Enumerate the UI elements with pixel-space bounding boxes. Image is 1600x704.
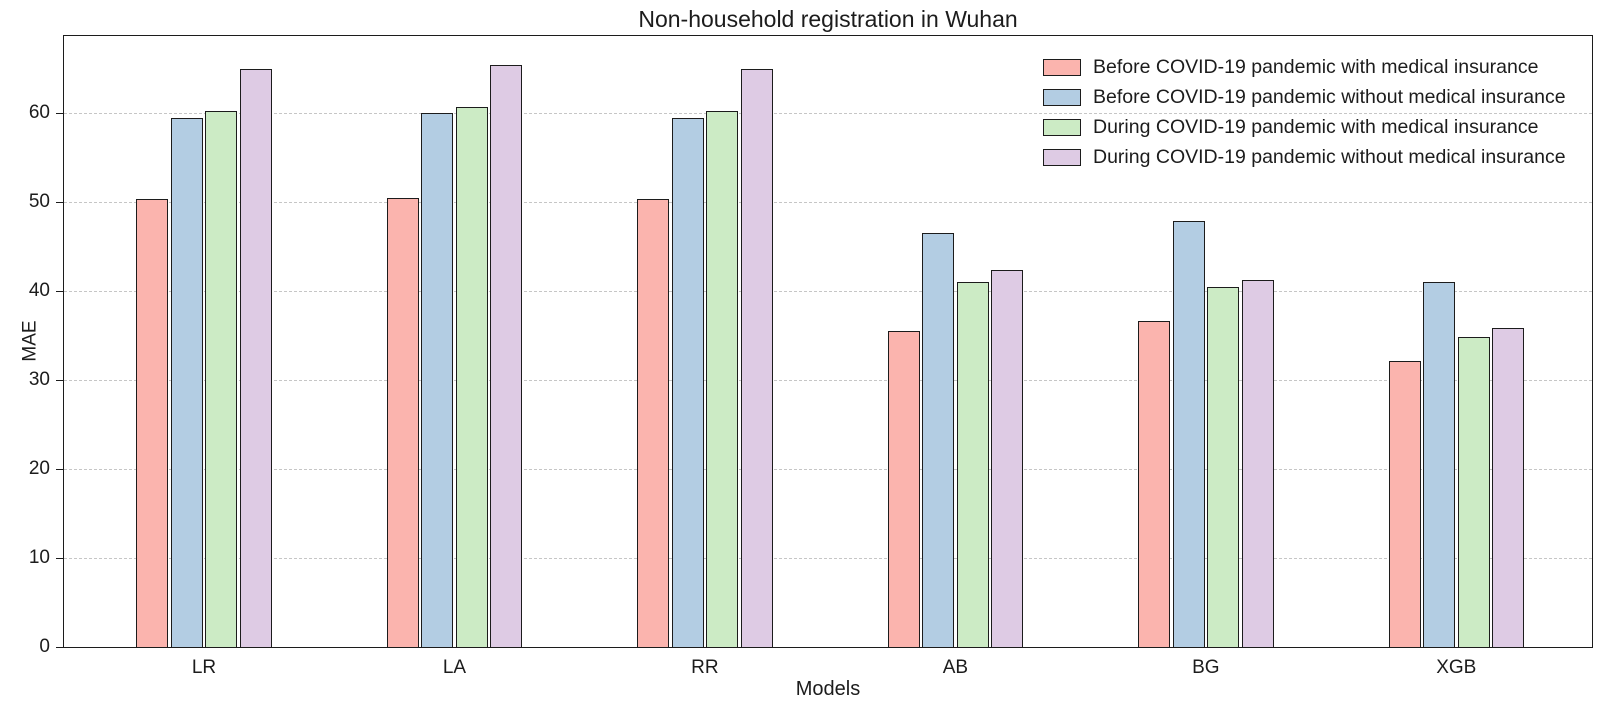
y-tick-mark-40 <box>56 290 64 292</box>
legend-item-2: Before COVID-19 pandemic without medical… <box>1043 82 1566 112</box>
legend: Before COVID-19 pandemic with medical in… <box>1043 52 1566 172</box>
legend-item-1: Before COVID-19 pandemic with medical in… <box>1043 52 1566 82</box>
y-tick-mark-60 <box>56 112 64 114</box>
bar-AB-series2 <box>922 233 955 647</box>
bar-RR-series3 <box>706 110 739 647</box>
y-tick-label-40: 40 <box>28 280 50 302</box>
legend-label-2: Before COVID-19 pandemic without medical… <box>1093 85 1566 108</box>
y-tick-mark-50 <box>56 201 64 203</box>
chart-title: Non-household registration in Wuhan <box>638 6 1018 32</box>
bar-XGB-series4 <box>1492 327 1525 647</box>
bar-AB-series1 <box>887 331 920 647</box>
x-tick-label-LR: LR <box>191 657 217 678</box>
legend-swatch-4 <box>1043 148 1081 166</box>
legend-label-4: During COVID-19 pandemic without medical… <box>1093 145 1566 168</box>
bar-LA-series1 <box>386 197 419 647</box>
x-axis-label: Models <box>795 678 861 700</box>
bar-LR-series3 <box>205 110 238 647</box>
legend-label-3: During COVID-19 pandemic with medical in… <box>1093 115 1539 138</box>
y-tick-label-10: 10 <box>28 547 50 569</box>
y-tick-label-30: 30 <box>28 369 50 391</box>
legend-item-4: During COVID-19 pandemic without medical… <box>1043 142 1566 172</box>
bar-LR-series1 <box>136 199 169 647</box>
y-tick-label-50: 50 <box>28 191 50 213</box>
y-tick-label-60: 60 <box>28 102 50 124</box>
bar-XGB-series1 <box>1388 360 1421 647</box>
x-tick-label-BG: BG <box>1192 657 1220 678</box>
x-tick-label-RR: RR <box>691 657 719 678</box>
gridline-10 <box>64 557 1592 559</box>
y-tick-mark-10 <box>56 557 64 559</box>
bar-AB-series4 <box>991 269 1024 647</box>
bar-AB-series3 <box>956 282 989 647</box>
gridline-30 <box>64 379 1592 381</box>
legend-item-3: During COVID-19 pandemic with medical in… <box>1043 112 1566 142</box>
x-tick-label-LA: LA <box>442 657 467 678</box>
bar-LR-series2 <box>170 117 203 647</box>
plot-area: 0 10 20 30 40 50 60 LR LA RR AB BG XGB <box>29 35 1593 678</box>
bar-LR-series4 <box>239 68 272 647</box>
bar-BG-series4 <box>1241 279 1274 647</box>
bar-RR-series2 <box>671 117 704 647</box>
bar-RR-series4 <box>740 68 773 647</box>
y-tick-label-0: 0 <box>39 636 50 657</box>
bar-LA-series4 <box>490 65 523 647</box>
y-tick-mark-0 <box>56 646 64 648</box>
bar-XGB-series3 <box>1457 336 1490 647</box>
gridline-50 <box>64 201 1592 203</box>
gridline-60 <box>64 112 1592 114</box>
gridline-20 <box>64 468 1592 470</box>
y-axis-label: MAE <box>19 320 41 362</box>
legend-swatch-2 <box>1043 88 1081 106</box>
y-tick-label-20: 20 <box>28 458 50 480</box>
bar-LA-series3 <box>455 106 488 647</box>
y-tick-mark-30 <box>56 379 64 381</box>
legend-swatch-1 <box>1043 58 1081 76</box>
x-tick-label-XGB: XGB <box>1436 657 1477 678</box>
bar-BG-series2 <box>1172 220 1205 647</box>
bar-BG-series1 <box>1138 321 1171 647</box>
gridline-40 <box>64 290 1592 292</box>
legend-swatch-3 <box>1043 118 1081 136</box>
bar-BG-series3 <box>1207 286 1240 647</box>
x-tick-label-AB: AB <box>942 657 969 678</box>
legend-label-1: Before COVID-19 pandemic with medical in… <box>1093 55 1539 78</box>
y-tick-mark-20 <box>56 468 64 470</box>
bar-XGB-series2 <box>1423 282 1456 647</box>
bar-LA-series2 <box>421 113 454 647</box>
bar-RR-series1 <box>637 199 670 647</box>
